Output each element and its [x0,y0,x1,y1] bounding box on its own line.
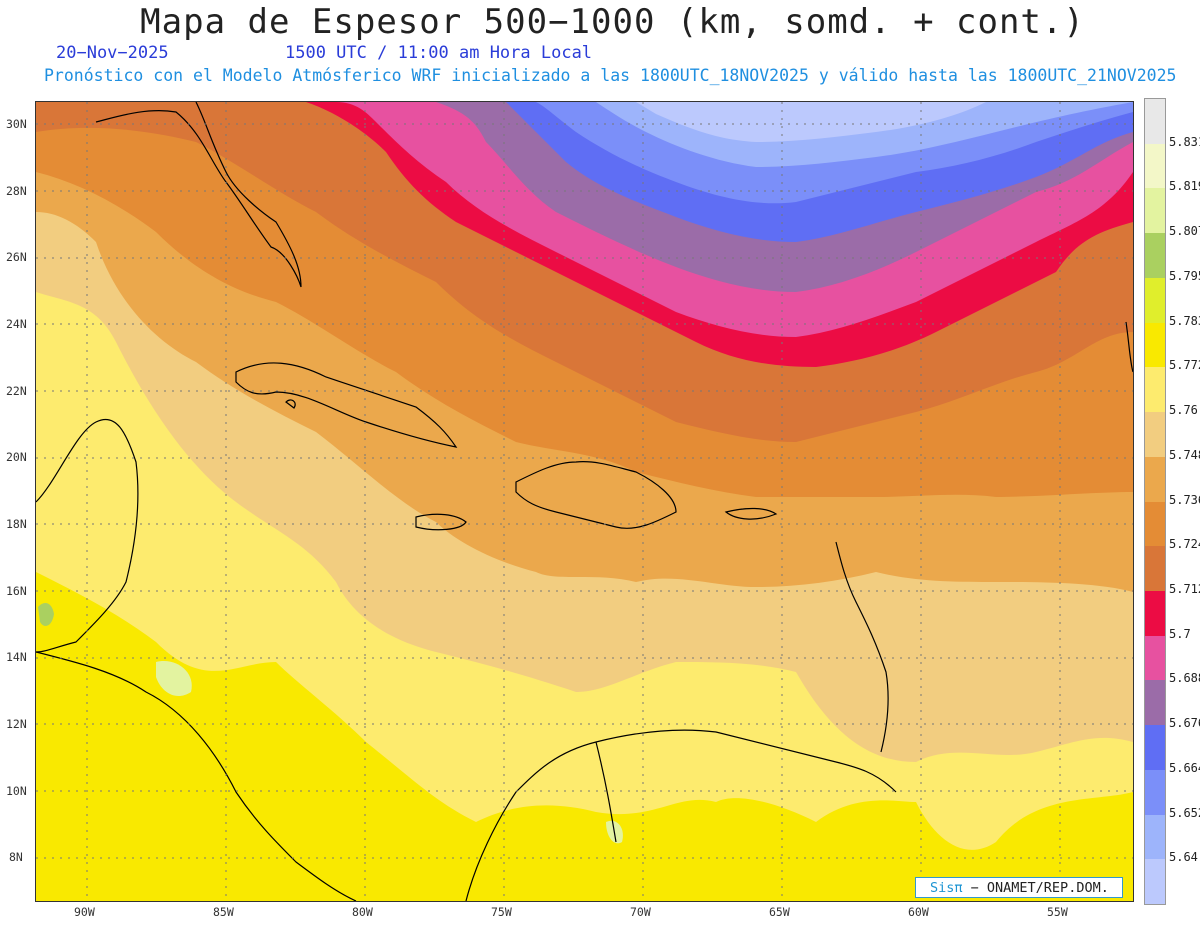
colorbar-label: 5.676 [1169,716,1200,731]
colorbar-segment [1145,769,1165,816]
colorbar-segment [1145,859,1165,905]
sispi-logo: Sisπ [930,880,963,896]
lat-label: 8N [9,850,23,864]
forecast-date: 20−Nov−2025 [56,43,169,63]
colorbar-segment [1145,188,1165,234]
colorbar-segment [1145,546,1165,592]
lat-label: 26N [6,250,27,264]
lat-label: 16N [6,584,27,598]
colorbar-segment [1145,322,1165,368]
colorbar-label: 5.736 [1169,492,1200,507]
graticule [36,102,1133,901]
lon-label: 80W [352,905,373,919]
lat-label: 30N [6,117,27,131]
colorbar-segment [1145,367,1165,413]
colorbar-label: 5.724 [1169,537,1200,552]
colorbar-label: 5.7 [1169,626,1191,641]
thickness-map [35,101,1134,902]
colorbar-label: 5.76 [1169,403,1198,418]
colorbar-label: 5.748 [1169,447,1200,462]
colorbar-label: 5.783 [1169,313,1200,328]
credit-text: − ONAMET/REP.DOM. [970,880,1109,896]
lat-label: 22N [6,384,27,398]
colorbar-label: 5.64 [1169,850,1198,865]
lon-label: 90W [74,905,95,919]
colorbar-segment [1145,143,1165,189]
lat-label: 18N [6,517,27,531]
colorbar-label: 5.807 [1169,224,1200,239]
lon-label: 65W [769,905,790,919]
colorbar-segment [1145,590,1165,637]
lon-label: 85W [213,905,234,919]
lon-label: 60W [908,905,929,919]
band-5628 [636,102,986,142]
lat-label: 12N [6,717,27,731]
credit-box: Sisπ − ONAMET/REP.DOM. [915,877,1123,898]
colorbar-label: 5.664 [1169,760,1200,775]
colorbar-label: 5.652 [1169,805,1200,820]
colorbar-segment [1145,814,1165,860]
colorbar-segment [1145,99,1165,145]
thickness-field [36,102,1133,901]
colorbar-segment [1145,680,1165,726]
colorbar [1144,98,1166,905]
colorbar-segment [1145,635,1165,681]
colorbar-segment [1145,277,1165,324]
colorbar-label: 5.831 [1169,134,1200,149]
colorbar-segment [1145,456,1165,502]
lon-label: 70W [630,905,651,919]
lat-label: 14N [6,650,27,664]
colorbar-label: 5.772 [1169,358,1200,373]
lat-label: 10N [6,784,27,798]
patch-green-2 [156,661,192,697]
colorbar-label: 5.795 [1169,268,1200,283]
colorbar-label: 5.712 [1169,581,1200,596]
colorbar-segment [1145,233,1165,279]
coastlines [36,102,1133,901]
colorbar-segment [1145,725,1165,771]
lat-label: 28N [6,184,27,198]
forecast-time: 1500 UTC / 11:00 am Hora Local [285,43,593,63]
patch-green-1 [38,602,54,626]
colorbar-label: 5.688 [1169,671,1200,686]
lon-label: 75W [491,905,512,919]
lat-label: 20N [6,450,27,464]
colorbar-label: 5.819 [1169,179,1200,194]
lat-label: 24N [6,317,27,331]
model-note: Pronóstico con el Modelo Atmósferico WRF… [44,66,1177,85]
lon-label: 55W [1047,905,1068,919]
map-title: Mapa de Espesor 500−1000 (km, somd. + co… [140,2,1085,42]
colorbar-segment [1145,412,1165,458]
colorbar-segment [1145,501,1165,547]
